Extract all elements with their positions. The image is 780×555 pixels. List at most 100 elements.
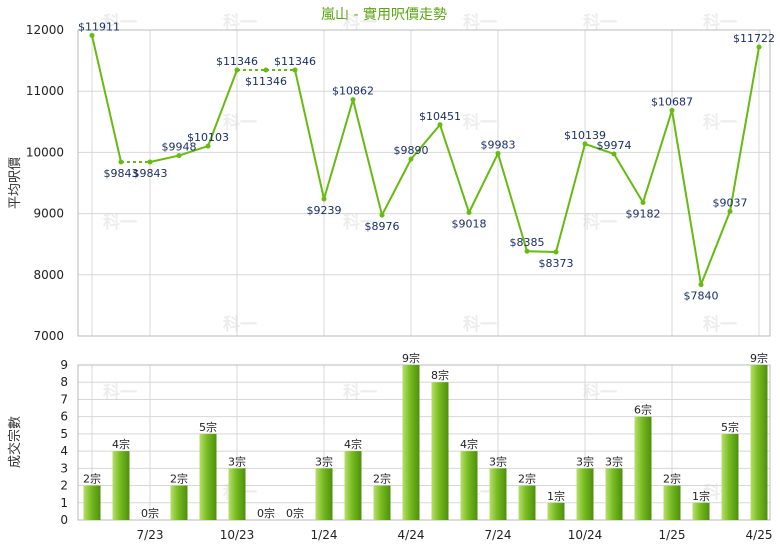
- price-line-segment: [642, 110, 673, 203]
- volume-tick-label: 8: [60, 375, 68, 389]
- price-tick-label: 10000: [26, 145, 64, 159]
- price-point: [437, 122, 443, 128]
- price-point: [466, 209, 472, 215]
- volume-bar: [489, 468, 507, 520]
- price-axis-title: 平均呎價: [8, 157, 23, 209]
- volume-data-label: 3宗: [315, 454, 333, 468]
- volume-tick-label: 2: [60, 479, 68, 493]
- watermark-text: 科一: [703, 12, 737, 33]
- price-data-label: $8976: [365, 220, 400, 233]
- price-data-label: $10451: [419, 110, 461, 123]
- volume-tick-label: 1: [60, 496, 68, 510]
- price-point: [263, 67, 269, 73]
- price-line-segment: [381, 158, 412, 216]
- x-tick-label: 7/23: [137, 528, 164, 542]
- volume-data-label: 3宗: [605, 454, 623, 468]
- price-point: [321, 196, 327, 202]
- price-point: [205, 143, 211, 149]
- volume-data-label: 3宗: [576, 454, 594, 468]
- watermark-text: 科一: [463, 112, 497, 133]
- volume-tick-label: 3: [60, 461, 68, 475]
- price-line-segment: [671, 110, 702, 285]
- price-line-segment: [207, 69, 238, 147]
- volume-bar: [83, 485, 101, 520]
- price-point: [292, 67, 298, 73]
- price-line-segment: [439, 124, 470, 213]
- price-tick-label: 11000: [26, 84, 64, 98]
- x-tick-label: 10/24: [568, 528, 603, 542]
- watermark-text: 科一: [103, 382, 137, 403]
- chart-title: 嵐山 - 實用呎價走勢: [321, 6, 447, 23]
- volume-bar: [402, 365, 420, 520]
- volume-data-label: 1宗: [692, 489, 710, 503]
- price-point: [379, 212, 385, 218]
- price-data-label: $10862: [332, 85, 374, 98]
- price-data-label: $9843: [133, 167, 168, 180]
- volume-bar: [373, 485, 391, 520]
- volume-data-label: 3宗: [489, 454, 507, 468]
- volume-data-label: 9宗: [750, 351, 768, 365]
- price-line-segment: [729, 46, 760, 212]
- price-point: [756, 44, 762, 50]
- volume-data-label: 5宗: [721, 420, 739, 434]
- price-line-segment: [178, 145, 209, 157]
- x-tick-label: 4/24: [398, 528, 425, 542]
- watermark-text: 科一: [223, 314, 257, 335]
- volume-bar: [750, 365, 768, 520]
- price-line-segment: [149, 154, 180, 163]
- volume-tick-label: 7: [60, 392, 68, 406]
- volume-bar: [576, 468, 594, 520]
- price-tick-label: 7000: [33, 329, 64, 343]
- price-data-label: $8385: [510, 236, 545, 249]
- price-data-label: $11346: [274, 55, 316, 68]
- price-point: [118, 159, 124, 165]
- watermark-text: 科一: [103, 12, 137, 33]
- price-point: [147, 159, 153, 165]
- price-data-label: $9843: [104, 167, 139, 180]
- x-tick-label: 4/25: [746, 528, 773, 542]
- price-data-label: $9018: [452, 217, 487, 230]
- price-line-segment: [323, 99, 354, 200]
- price-line-segment: [497, 153, 528, 252]
- watermark-text: 科一: [463, 12, 497, 33]
- watermark-text: 科一: [583, 212, 617, 233]
- volume-bar: [199, 433, 217, 520]
- price-line-segment: [613, 153, 644, 203]
- volume-data-label: 4宗: [112, 437, 130, 451]
- volume-bar: [663, 485, 681, 520]
- volume-bar: [692, 502, 710, 520]
- volume-plot-frame: [77, 364, 771, 521]
- watermark-text: 科一: [583, 382, 617, 403]
- volume-bar: [460, 451, 478, 520]
- price-data-label: $9239: [307, 204, 342, 217]
- volume-data-label: 2宗: [170, 472, 188, 486]
- volume-bar: [431, 382, 449, 520]
- price-point: [408, 156, 414, 162]
- volume-tick-label: 5: [60, 427, 68, 441]
- volume-tick-label: 0: [60, 513, 68, 527]
- price-point: [234, 67, 240, 73]
- volume-bar: [518, 485, 536, 520]
- volume-data-label: 2宗: [663, 472, 681, 486]
- price-tick-label: 9000: [33, 207, 64, 221]
- price-data-label: $9182: [626, 207, 661, 220]
- price-line-segment: [555, 143, 586, 253]
- price-point: [727, 208, 733, 214]
- watermark-text: 科一: [583, 12, 617, 33]
- price-line-segment: [584, 142, 615, 155]
- price-point: [176, 153, 182, 159]
- price-data-label: $11346: [245, 75, 287, 88]
- price-point: [350, 97, 356, 103]
- price-line-segment: [352, 99, 383, 216]
- volume-bar: [228, 468, 246, 520]
- price-line-segment: [410, 124, 441, 160]
- price-data-label: $11722: [733, 32, 775, 45]
- price-point: [669, 107, 675, 113]
- price-point: [89, 32, 95, 38]
- price-point: [640, 199, 646, 205]
- price-data-label: $11346: [216, 55, 258, 68]
- price-line-segment: [700, 210, 731, 285]
- volume-data-label: 4宗: [344, 437, 362, 451]
- volume-data-label: 9宗: [402, 351, 420, 365]
